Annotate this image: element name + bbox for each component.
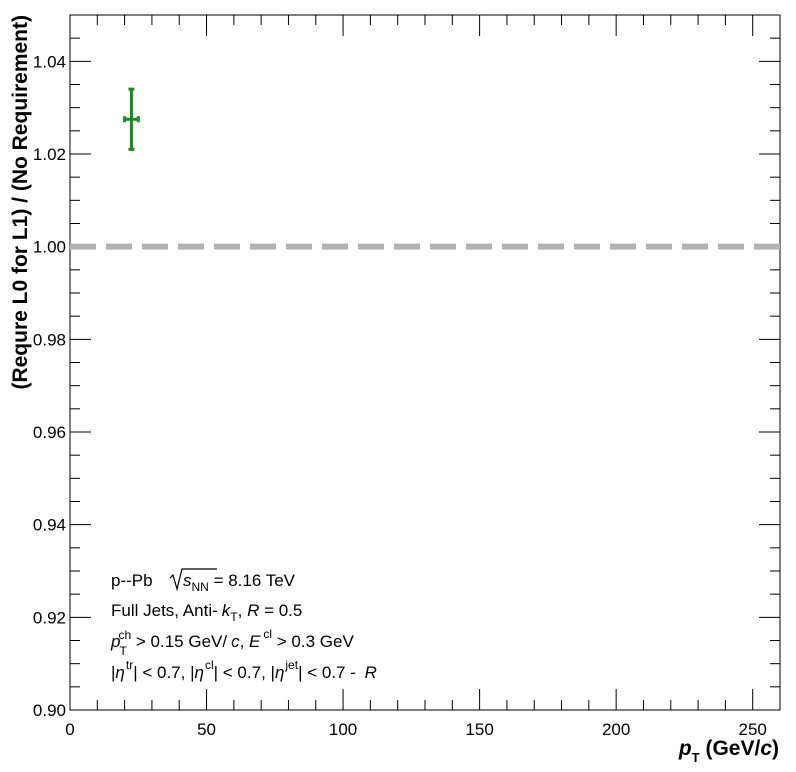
annotation-line-1-energy: sNN = 8.16 TeV [183, 571, 296, 594]
annotation-line-4: |ηtr| < 0.7, |ηcl| < 0.7, |ηjet| < 0.7 -… [111, 658, 377, 682]
x-tick-label: 150 [465, 720, 493, 739]
legend-annotation: p--Pb sNN = 8.16 TeV Full Jets, Anti-kT,… [110, 568, 377, 682]
y-tick-label: 0.98 [33, 330, 66, 349]
x-tick-label: 50 [197, 720, 216, 739]
x-axis-title: pT (GeV/c) [678, 737, 779, 765]
data-point [123, 87, 140, 151]
y-tick-label: 0.92 [33, 608, 66, 627]
y-tick-label: 1.04 [33, 52, 66, 71]
annotation-line-1: p--Pb [111, 571, 153, 590]
annotation-line-2: Full Jets, Anti-kT, R = 0.5 [111, 601, 302, 624]
axis-ticks [69, 14, 781, 711]
axis-tick-labels: 0 50 100 150 200 250 0.90 0.92 0.94 0.96 0.98 1.00 1… [33, 52, 767, 739]
x-tick-label: 250 [739, 720, 767, 739]
y-tick-label: 1.02 [33, 145, 66, 164]
x-tick-label: 200 [602, 720, 630, 739]
y-tick-label: 0.90 [33, 701, 66, 720]
y-tick-label: 0.94 [33, 516, 66, 535]
x-tick-label: 0 [65, 720, 74, 739]
y-tick-label: 0.96 [33, 423, 66, 442]
x-tick-label: 100 [329, 720, 357, 739]
data-points [123, 87, 140, 151]
y-axis-title: (Requre L0 for L1) / (No Requirement) [9, 15, 32, 390]
sqrt-symbol-icon [169, 568, 217, 592]
y-tick-label: 1.00 [33, 238, 66, 257]
